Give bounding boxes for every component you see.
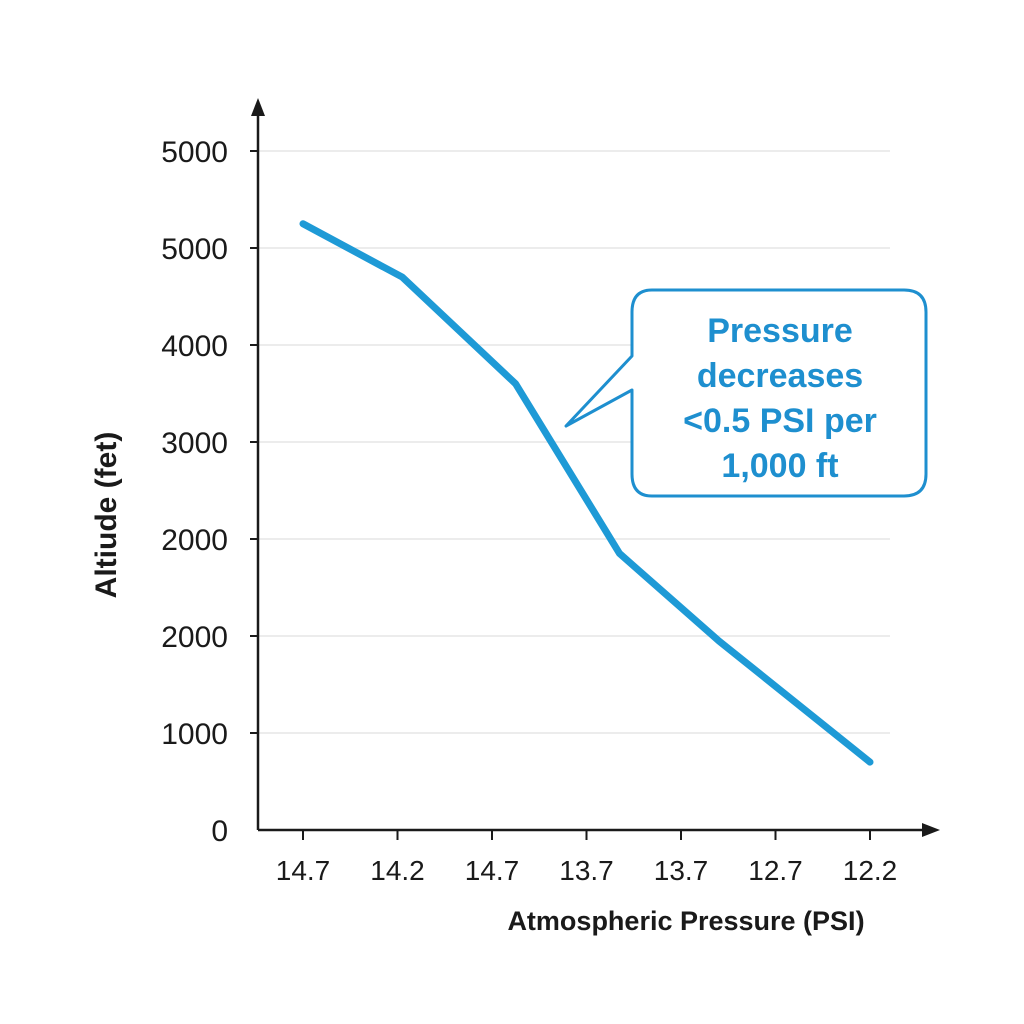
callout-text-line: 1,000 ft	[721, 447, 838, 485]
callout-bubble	[564, 288, 928, 498]
y-tick-label: 1000	[161, 718, 228, 751]
x-axis-arrow	[922, 823, 940, 837]
y-tick-label: 4000	[161, 330, 228, 363]
y-axis-arrow	[251, 98, 265, 116]
y-tick-label: 2000	[161, 621, 228, 654]
y-axis-title: Altiude (fet)	[90, 432, 123, 599]
callout-text-line: Pressure	[707, 312, 853, 350]
axes	[251, 98, 940, 837]
x-tick-label: 14.7	[276, 855, 331, 886]
y-tick-label: 0	[211, 815, 228, 848]
y-tick-label: 5000	[161, 233, 228, 266]
annotation-callout: Pressure decreases <0.5 PSI per 1,000 ft	[564, 288, 928, 498]
x-tick-label: 13.7	[559, 855, 614, 886]
y-tick-label: 5000	[161, 136, 228, 169]
y-tick-label: 2000	[161, 524, 228, 557]
y-ticks: 0 1000 2000 2000 3000 4000 5000 5000	[161, 136, 258, 848]
callout-text-group: Pressure decreases <0.5 PSI per 1,000 ft	[683, 312, 877, 485]
x-tick-label: 13.7	[654, 855, 709, 886]
y-tick-label: 3000	[161, 427, 228, 460]
callout-text-line: decreases	[697, 357, 863, 395]
grid-lines	[258, 150, 890, 734]
x-ticks: 14.7 14.2 14.7 13.7 13.7 12.7 12.2	[276, 830, 898, 886]
x-axis-title: Atmospheric Pressure (PSI)	[507, 906, 864, 936]
x-tick-label: 12.7	[748, 855, 803, 886]
series-group	[299, 220, 874, 766]
x-tick-label: 14.7	[465, 855, 520, 886]
series-line	[299, 220, 874, 766]
x-tick-label: 12.2	[843, 855, 898, 886]
callout-text-line: <0.5 PSI per	[683, 402, 877, 440]
x-tick-label: 14.2	[370, 855, 425, 886]
